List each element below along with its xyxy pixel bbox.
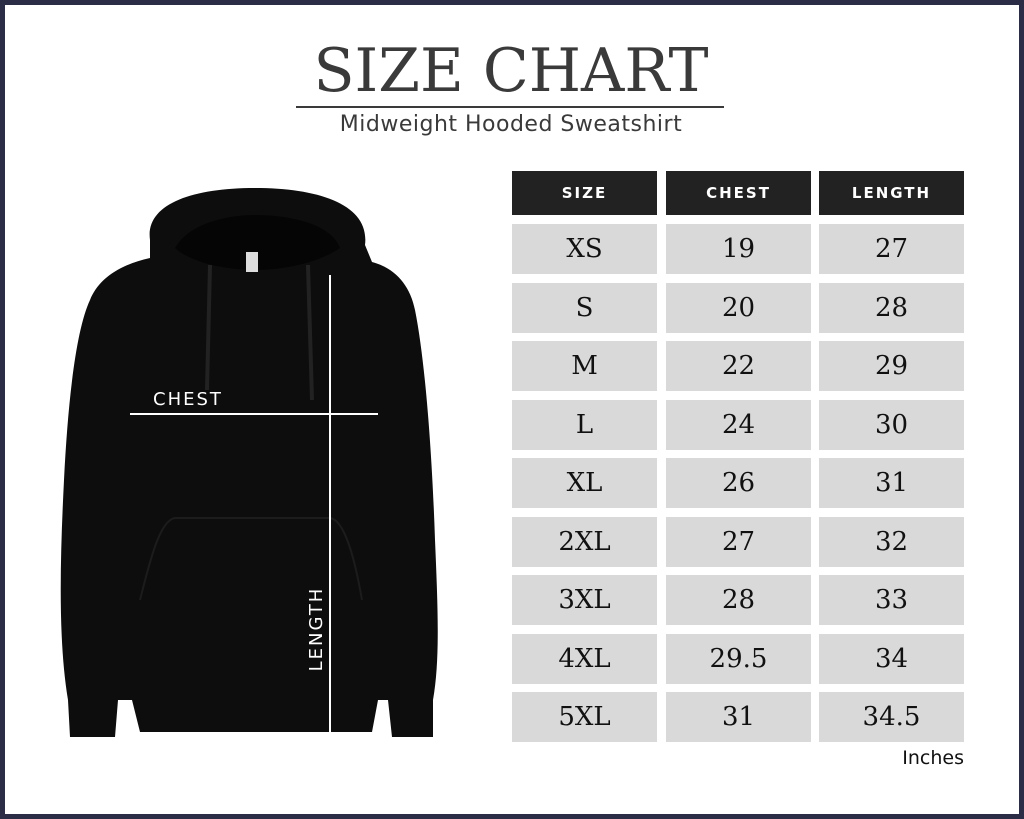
cell-size: XL <box>512 458 657 508</box>
cell-size: 3XL <box>512 575 657 625</box>
cell-length: 30 <box>819 399 964 450</box>
cell-chest: 28 <box>666 575 811 625</box>
chest-label: CHEST <box>153 389 223 410</box>
cell-length: 34.5 <box>819 692 964 742</box>
page-subtitle: Midweight Hooded Sweatshirt <box>339 112 683 137</box>
cell-size: XS <box>512 224 657 274</box>
cell-length: 27 <box>819 224 964 274</box>
cell-size: 2XL <box>512 516 657 567</box>
cell-length: 33 <box>819 575 964 625</box>
length-label: LENGTH <box>306 586 327 672</box>
cell-length: 31 <box>819 458 964 508</box>
cell-chest: 26 <box>666 458 811 508</box>
hood-opening <box>175 215 340 270</box>
header-size: SIZE <box>512 171 657 215</box>
cell-size: 5XL <box>512 692 657 742</box>
title-divider <box>296 106 724 108</box>
cell-length: 34 <box>819 633 964 684</box>
cell-size: M <box>512 341 657 391</box>
page-title: SIZE CHART <box>313 36 709 106</box>
drawstring-left <box>205 264 212 391</box>
cell-chest: 22 <box>666 341 811 391</box>
hoodie-silhouette <box>60 188 438 737</box>
pocket-outline <box>139 517 363 601</box>
cell-chest: 27 <box>666 516 811 567</box>
header-chest: CHEST <box>666 171 811 215</box>
cell-chest: 20 <box>666 282 811 333</box>
cell-length: 32 <box>819 516 964 567</box>
header-length: LENGTH <box>819 171 964 215</box>
cell-chest: 19 <box>666 224 811 274</box>
cell-length: 28 <box>819 282 964 333</box>
unit-label: Inches <box>902 747 964 769</box>
hoodie-image <box>60 188 438 737</box>
cell-chest: 31 <box>666 692 811 742</box>
cell-size: 4XL <box>512 633 657 684</box>
neck-tag <box>246 252 258 272</box>
cell-chest: 29.5 <box>666 633 811 684</box>
cell-size: L <box>512 399 657 450</box>
drawstring-right <box>306 264 314 401</box>
cell-size: S <box>512 282 657 333</box>
cell-chest: 24 <box>666 399 811 450</box>
cell-length: 29 <box>819 341 964 391</box>
